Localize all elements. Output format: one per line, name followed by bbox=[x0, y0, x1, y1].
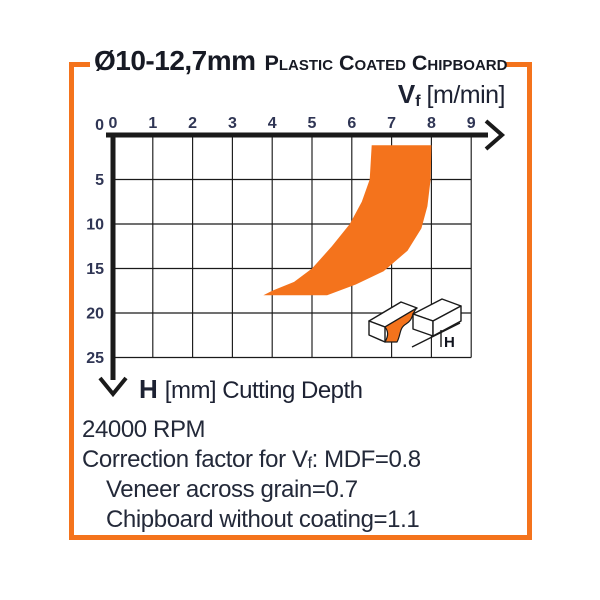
tool-diameter: Ø10-12,7mm bbox=[94, 45, 256, 76]
x-tick-label: 2 bbox=[188, 115, 197, 132]
correction-pre: Correction factor for V bbox=[82, 446, 308, 473]
depth-dimension-line bbox=[411, 322, 461, 348]
y-tick-label: 15 bbox=[86, 261, 104, 278]
frame-top-left-stub bbox=[69, 62, 90, 67]
y-tick-label: 25 bbox=[86, 350, 104, 367]
right-block-front-face bbox=[432, 305, 462, 337]
x-tick-label: 4 bbox=[268, 115, 277, 132]
y-axis-unit-label: [mm] Cutting Depth bbox=[164, 377, 363, 404]
y-axis-symbol: H bbox=[139, 374, 158, 404]
x-tick-label: 6 bbox=[347, 115, 356, 132]
veneer-factor-note: Veneer across grain=0.7 bbox=[106, 476, 358, 503]
correction-factor-note: Correction factor for Vf: MDF=0.8 bbox=[82, 448, 421, 472]
x-axis bbox=[106, 119, 506, 151]
x-tick-label: 9 bbox=[467, 115, 476, 132]
icon-depth-label: H bbox=[444, 334, 455, 351]
y-axis bbox=[98, 133, 128, 398]
rpm-note: 24000 RPM bbox=[82, 416, 206, 443]
y-tick-label: 20 bbox=[86, 306, 104, 323]
x-axis-symbol: V bbox=[397, 79, 416, 109]
y-axis-arrow-icon bbox=[98, 376, 128, 398]
page-title: Ø10-12,7mm Plastic Coated Chipboard bbox=[94, 45, 507, 77]
axis-tick-labels: 0 1 2 3 4 5 6 7 8 9 0 5 10 15 20 25 bbox=[86, 115, 476, 367]
x-axis-arrow-icon bbox=[484, 119, 506, 151]
material-name: Plastic Coated Chipboard bbox=[264, 51, 508, 75]
y-axis-title: H [mm] Cutting Depth bbox=[139, 376, 363, 403]
frame-top-right-stub bbox=[506, 62, 532, 67]
x-tick-label: 1 bbox=[148, 115, 157, 132]
x-axis-title: Vf [m/min] bbox=[397, 79, 506, 110]
x-tick-label: 3 bbox=[228, 115, 237, 132]
y-tick-label: 10 bbox=[86, 217, 104, 234]
x-axis-symbol-sub: f bbox=[415, 93, 421, 110]
correction-post: : MDF=0.8 bbox=[311, 446, 422, 473]
correction-sub: f bbox=[307, 455, 312, 472]
x-tick-label: 0 bbox=[109, 115, 118, 132]
x-tick-label: 5 bbox=[308, 115, 317, 132]
recommended-zone bbox=[263, 145, 432, 296]
catalog-frame bbox=[69, 62, 532, 540]
chipboard-factor-note: Chipboard without coating=1.1 bbox=[106, 506, 420, 533]
y-tick-label: 5 bbox=[95, 172, 104, 189]
operating-zone-band bbox=[263, 145, 432, 296]
groove-depth-icon: H bbox=[368, 298, 462, 351]
x-tick-label: 8 bbox=[427, 115, 436, 132]
x-tick-label: 7 bbox=[387, 115, 396, 132]
y-tick-label: 0 bbox=[95, 117, 104, 134]
x-axis-unit: [m/min] bbox=[426, 81, 506, 109]
